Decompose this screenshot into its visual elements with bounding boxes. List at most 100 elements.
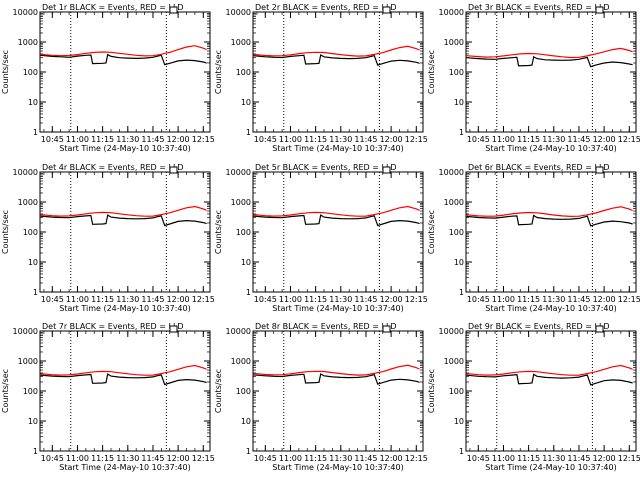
plot-frame <box>39 330 211 452</box>
y-tick-label: 1 <box>246 447 251 456</box>
top-box-marker <box>169 166 178 174</box>
y-tick-label: 10000 <box>226 168 251 177</box>
x-axis-label: Start Time (24-May-10 10:37:40) <box>272 463 403 472</box>
x-tick-label: 11:30 <box>329 295 352 304</box>
series-lld-line <box>466 206 633 218</box>
y-tick-label: 1000 <box>18 357 38 366</box>
y-axis-label: Counts/sec <box>427 210 436 254</box>
y-tick-label: 100 <box>23 387 38 396</box>
top-box-marker <box>595 6 604 14</box>
y-tick-label: 1000 <box>444 38 464 47</box>
plot-frame <box>39 11 211 133</box>
y-axis-label: Counts/sec <box>427 369 436 413</box>
series-lld-line <box>466 364 633 376</box>
y-tick-label: 100 <box>449 228 464 237</box>
x-tick-label: 10:45 <box>254 135 277 144</box>
panel-6: Det 6r BLACK = Events, RED = LLD 1 10 100 10… <box>427 163 640 313</box>
series-lld-line <box>40 205 207 217</box>
x-axis-label: Start Time (24-May-10 10:37:40) <box>59 463 190 472</box>
series-lld-line <box>253 364 420 376</box>
y-tick-label: 1 <box>33 288 38 297</box>
x-tick-label: 12:15 <box>405 135 428 144</box>
panel-title: Det 7r BLACK = Events, RED = LLD <box>42 322 184 331</box>
y-tick-label: 100 <box>23 228 38 237</box>
series-events-line <box>253 54 420 66</box>
series-events-line <box>466 373 633 386</box>
x-tick-label: 12:15 <box>405 295 428 304</box>
y-tick-label: 10000 <box>439 8 464 17</box>
x-tick-label: 11:30 <box>329 454 352 463</box>
panel-title: Det 5r BLACK = Events, RED = LLD <box>255 163 397 172</box>
x-axis-label: Start Time (24-May-10 10:37:40) <box>272 304 403 313</box>
x-tick-label: 11:30 <box>542 295 565 304</box>
y-tick-label: 100 <box>449 387 464 396</box>
series-lld-line <box>40 364 207 376</box>
panel-title: Det 6r BLACK = Events, RED = LLD <box>468 163 610 172</box>
x-tick-label: 11:30 <box>329 135 352 144</box>
y-tick-label: 1000 <box>444 357 464 366</box>
y-tick-label: 10 <box>28 417 38 426</box>
x-tick-label: 11:45 <box>567 295 590 304</box>
x-tick-label: 12:00 <box>380 295 403 304</box>
series-events-line <box>40 214 207 227</box>
x-tick-label: 10:45 <box>467 135 490 144</box>
y-tick-label: 10 <box>454 258 464 267</box>
series-events-line <box>253 373 420 385</box>
x-tick-label: 12:15 <box>618 295 640 304</box>
series-lld-line <box>466 47 633 59</box>
x-tick-label: 12:15 <box>192 135 215 144</box>
y-tick-label: 10000 <box>439 327 464 336</box>
x-tick-label: 12:15 <box>405 454 428 463</box>
x-tick-label: 11:15 <box>517 295 540 304</box>
x-axis-label: Start Time (24-May-10 10:37:40) <box>59 144 190 153</box>
panel-5: Det 5r BLACK = Events, RED = LLD 1 10 100 10… <box>214 163 428 313</box>
x-tick-label: 11:15 <box>91 454 114 463</box>
x-tick-label: 10:45 <box>467 454 490 463</box>
panel-title: Det 1r BLACK = Events, RED = LLD <box>42 3 184 12</box>
y-tick-label: 10000 <box>226 8 251 17</box>
series-events-line <box>466 214 633 227</box>
y-tick-label: 10 <box>454 417 464 426</box>
x-axis-label: Start Time (24-May-10 10:37:40) <box>59 304 190 313</box>
x-tick-label: 11:45 <box>354 135 377 144</box>
x-tick-label: 10:45 <box>41 135 64 144</box>
x-tick-label: 12:15 <box>618 454 640 463</box>
x-tick-label: 10:45 <box>254 454 277 463</box>
y-axis-label: Counts/sec <box>1 50 10 94</box>
plot-frame <box>465 11 637 133</box>
y-tick-label: 100 <box>449 68 464 77</box>
panel-title: Det 2r BLACK = Events, RED = LLD <box>255 3 397 12</box>
x-tick-label: 11:45 <box>567 454 590 463</box>
x-tick-label: 11:45 <box>354 295 377 304</box>
y-tick-label: 1000 <box>444 198 464 207</box>
x-tick-label: 11:30 <box>542 454 565 463</box>
x-tick-label: 11:00 <box>279 295 302 304</box>
y-tick-label: 10 <box>28 98 38 107</box>
y-tick-label: 1000 <box>18 38 38 47</box>
panel-1: Det 1r BLACK = Events, RED = LLD 1 10 100 10… <box>1 3 215 153</box>
x-tick-label: 11:30 <box>116 454 139 463</box>
x-tick-label: 12:15 <box>192 295 215 304</box>
x-tick-label: 11:15 <box>91 135 114 144</box>
y-tick-label: 10000 <box>13 168 38 177</box>
x-axis-label: Start Time (24-May-10 10:37:40) <box>485 144 616 153</box>
y-tick-label: 10 <box>454 98 464 107</box>
x-axis-label: Start Time (24-May-10 10:37:40) <box>272 144 403 153</box>
x-tick-label: 11:45 <box>567 135 590 144</box>
panel-title: Det 9r BLACK = Events, RED = LLD <box>468 322 610 331</box>
x-tick-label: 11:15 <box>304 135 327 144</box>
x-tick-label: 11:45 <box>141 454 164 463</box>
x-tick-label: 12:00 <box>167 135 190 144</box>
x-tick-label: 11:15 <box>91 295 114 304</box>
y-axis-label: Counts/sec <box>1 369 10 413</box>
top-box-marker <box>169 325 178 333</box>
series-events-line <box>253 214 420 227</box>
y-tick-label: 10000 <box>13 327 38 336</box>
panel-9: Det 9r BLACK = Events, RED = LLD 1 10 100 10… <box>427 322 640 472</box>
x-axis-label: Start Time (24-May-10 10:37:40) <box>485 463 616 472</box>
x-tick-label: 11:00 <box>66 135 89 144</box>
x-tick-label: 11:30 <box>116 295 139 304</box>
x-tick-label: 11:15 <box>517 454 540 463</box>
